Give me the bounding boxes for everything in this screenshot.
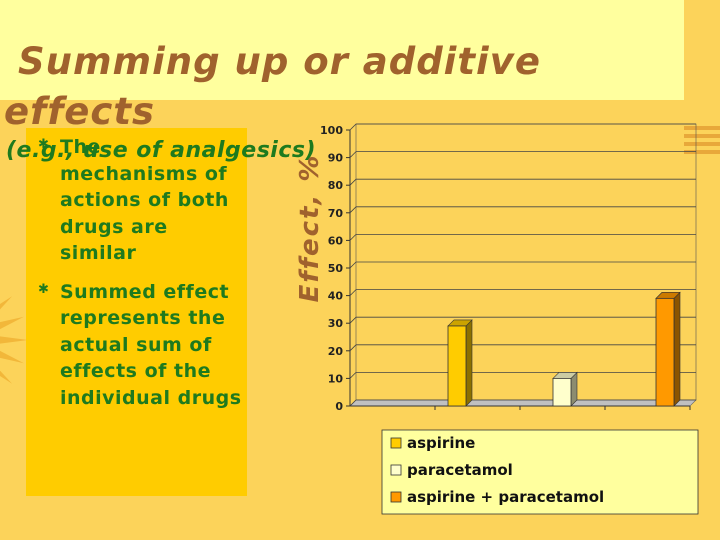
gridline-depth (349, 123, 357, 131)
bullet-item-mechanisms: ✱ The mechanisms of actions of both drug… (38, 134, 243, 267)
bullet-text: The mechanisms of actions of both drugs … (60, 136, 229, 264)
legend: aspirine paracetamol aspirine + paracetamo… (381, 429, 699, 515)
gridline-depth (349, 234, 357, 241)
legend-swatch (390, 464, 402, 476)
legend-label: aspirine + paracetamol (407, 488, 604, 506)
gridline-depth (349, 316, 357, 324)
sun-ray (0, 370, 13, 384)
slide-subtitle: (e.g., use of analgesics) (6, 138, 317, 163)
legend-label: paracetamol (407, 461, 513, 479)
legend-swatch (390, 491, 402, 503)
bar-side (465, 319, 473, 407)
star-bullet-icon: ✱ (38, 281, 49, 297)
gridline-depth (349, 344, 357, 352)
y-tick-label: 40 (328, 290, 344, 303)
y-tick-label: 100 (320, 124, 343, 137)
y-tick-label: 90 (328, 152, 344, 165)
star-bullet-icon: ✱ (38, 137, 49, 152)
gridline-depth (349, 151, 357, 158)
sun-ray (0, 336, 28, 344)
sun-ray (0, 296, 13, 310)
decorative-lines (684, 126, 720, 166)
gridline-depth (349, 372, 357, 379)
y-tick-label: 10 (328, 372, 344, 385)
sun-ray (0, 316, 24, 330)
legend-swatch (390, 437, 402, 449)
sun-ray (0, 350, 24, 364)
title-band (0, 0, 684, 100)
y-tick-label: 70 (328, 207, 344, 220)
bullet-text: Summed effect represents the actual sum … (60, 280, 242, 409)
bar-aspirine (447, 325, 467, 407)
y-tick-label: 60 (328, 234, 344, 247)
bullet-item-summed-effect: ✱ Summed effect represents the actual su… (38, 279, 243, 412)
gridline-depth (349, 261, 357, 269)
bar-paracetamol (552, 377, 572, 407)
gridline-depth (349, 289, 357, 296)
y-tick-label: 30 (328, 317, 344, 330)
plot-floor (349, 399, 697, 407)
y-tick-label: 50 (328, 262, 344, 275)
bar-side (673, 291, 681, 407)
y-tick-label: 20 (328, 345, 344, 358)
legend-box (381, 429, 699, 515)
gridline-depth (349, 178, 357, 186)
gridline-depth (349, 206, 357, 214)
y-tick-label: 0 (335, 400, 343, 413)
bullet-box: ✱ The mechanisms of actions of both drug… (26, 128, 247, 496)
gridline-depth (349, 399, 357, 407)
y-tick-label: 80 (328, 179, 344, 192)
legend-label: aspirine (407, 434, 475, 452)
y-axis-label: Effect, % (295, 154, 325, 303)
slide-title-continued: effects (4, 90, 156, 133)
slide-title: Summing up or additive (18, 40, 541, 83)
bar-aspirine-paracetamol (655, 297, 675, 407)
